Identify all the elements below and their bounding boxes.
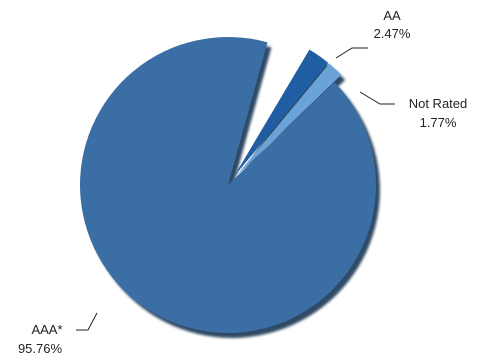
pie-slice-aaa: [79, 36, 376, 333]
slice-value-aa: 2.47%: [374, 26, 411, 41]
slice-label-aaa: AAA*: [31, 322, 62, 337]
leader-line-not-rated: [359, 91, 395, 105]
slice-value-not-rated: 1.77%: [420, 115, 457, 130]
pie-slice-aa: [233, 49, 329, 177]
slice-label-aa: AA: [383, 8, 401, 23]
pie-slice-not-rated: [234, 63, 342, 178]
leader-line-aaa: [76, 312, 98, 331]
slice-value-aaa: 95.76%: [18, 341, 63, 356]
leader-line-aa: [335, 47, 368, 59]
slice-label-not-rated: Not Rated: [409, 96, 468, 111]
